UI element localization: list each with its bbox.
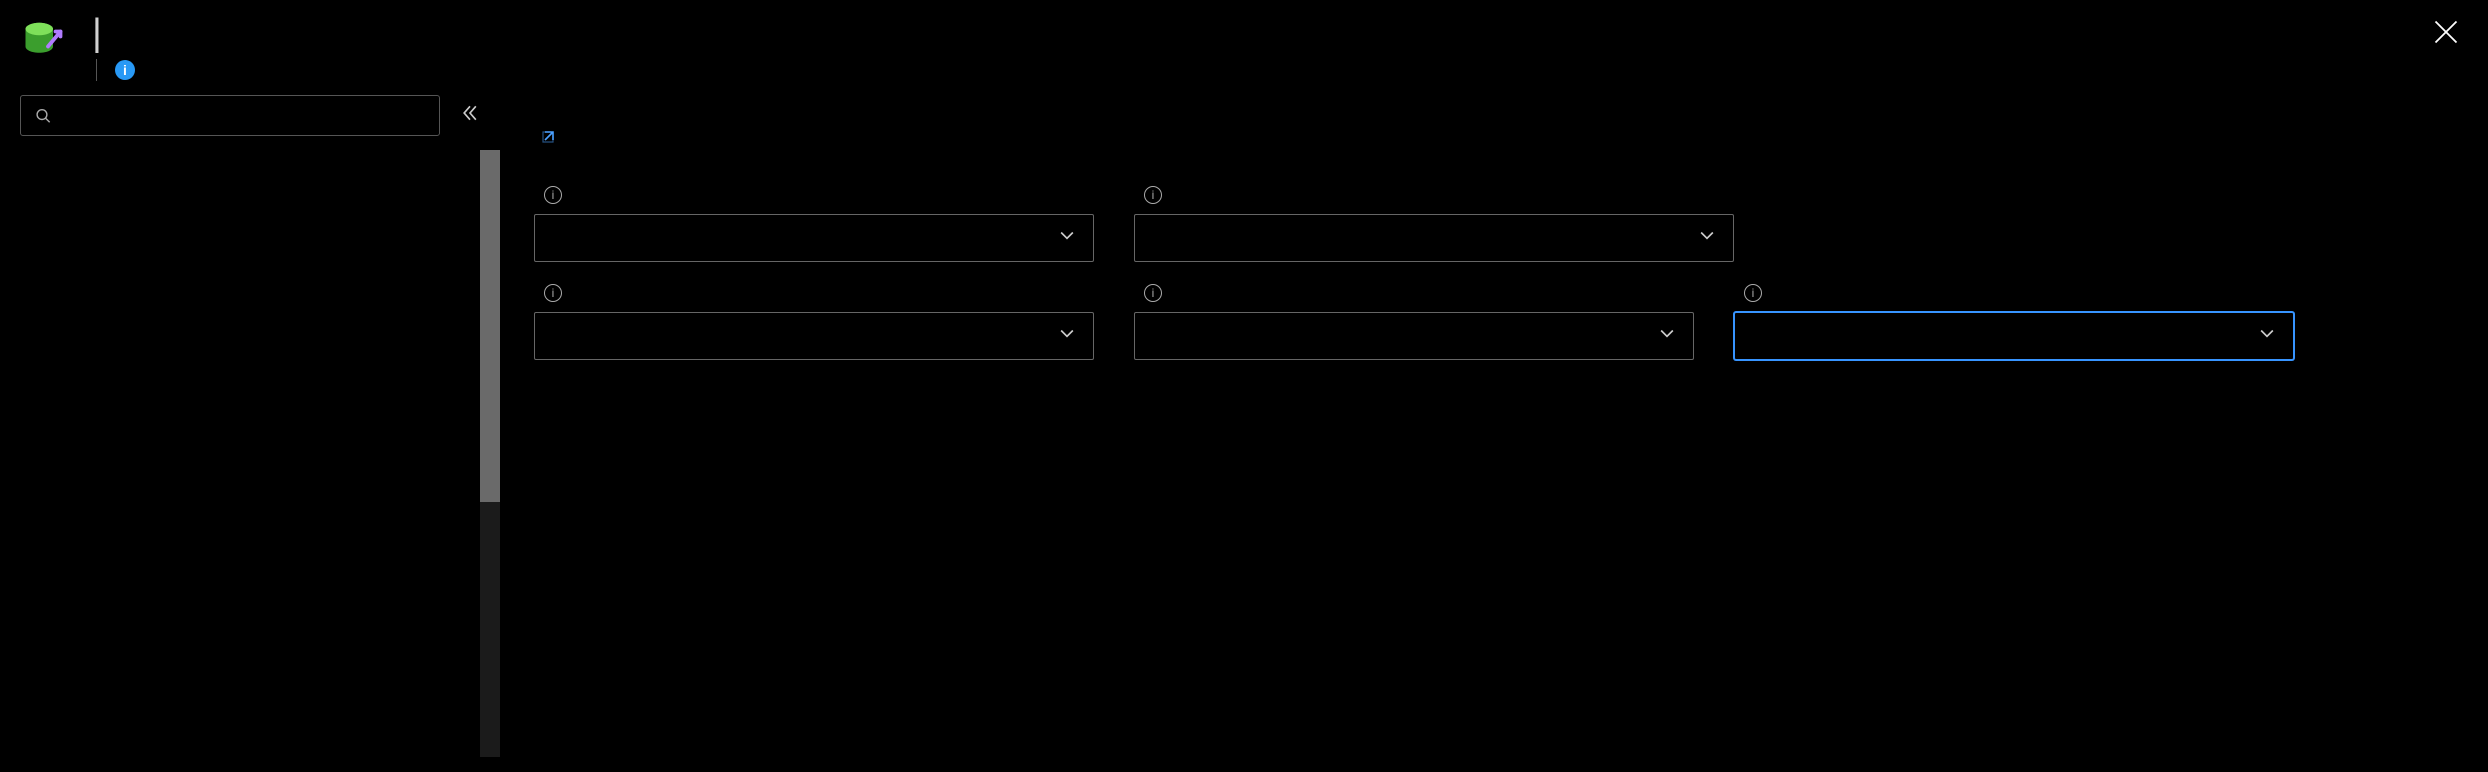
- sidebar-nav: [0, 150, 500, 757]
- divider: [96, 59, 97, 81]
- collapse-sidebar-button[interactable]: [460, 103, 480, 129]
- transfer-frequency-select[interactable]: [1734, 312, 2294, 360]
- sidebar-section-settings: [0, 150, 500, 168]
- info-icon[interactable]: i: [544, 284, 562, 302]
- chevron-down-icon: [2257, 323, 2277, 349]
- sidebar-scrollbar[interactable]: [480, 150, 500, 757]
- title-block: | i: [78, 12, 153, 81]
- info-icon[interactable]: i: [544, 186, 562, 204]
- bandwidth-select[interactable]: [1134, 312, 1694, 360]
- storage-account-icon: [22, 18, 64, 60]
- chevron-down-icon: [1697, 225, 1717, 251]
- chevron-down-icon: [1057, 225, 1077, 251]
- search-icon: [35, 107, 52, 125]
- resource-type-select[interactable]: [534, 214, 1094, 262]
- info-icon[interactable]: i: [115, 60, 135, 80]
- intro-text: [534, 121, 2468, 172]
- close-button[interactable]: [2432, 18, 2460, 46]
- sidebar-scrollbar-thumb[interactable]: [480, 150, 500, 502]
- chevron-down-icon: [1657, 323, 1677, 349]
- data-size-select[interactable]: [534, 312, 1094, 360]
- learn-more-link[interactable]: [534, 125, 556, 150]
- chevron-down-icon: [1057, 323, 1077, 349]
- info-icon[interactable]: i: [1744, 284, 1762, 302]
- info-icon[interactable]: i: [1144, 186, 1162, 204]
- transfer-scenario-select[interactable]: [1134, 214, 1734, 262]
- sidebar-search[interactable]: [20, 95, 440, 136]
- main-content: i i: [500, 85, 2488, 757]
- external-link-icon: [540, 121, 556, 137]
- info-icon[interactable]: i: [1144, 284, 1162, 302]
- blade-title-divider: |: [92, 12, 102, 55]
- sidebar: [0, 85, 500, 757]
- search-input[interactable]: [62, 104, 425, 127]
- blade-header: | i: [0, 0, 2488, 85]
